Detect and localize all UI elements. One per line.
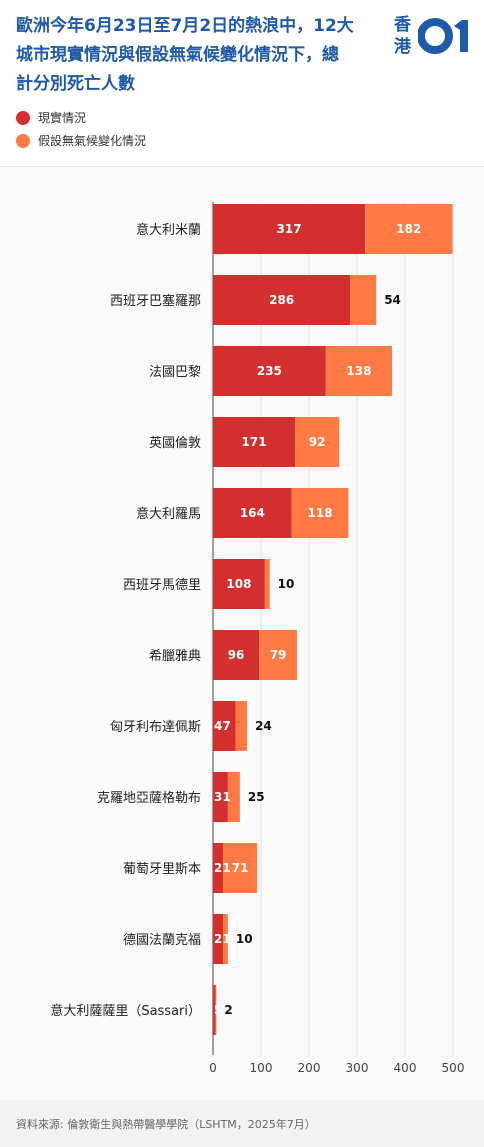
category-label: 希臘雅典 xyxy=(149,649,201,664)
bar-counterfactual xyxy=(291,488,349,538)
x-tick-label: 200 xyxy=(298,1061,321,1075)
hk01-logo-mark xyxy=(418,18,468,54)
bar-actual xyxy=(213,417,296,467)
bar-counterfactual xyxy=(259,630,297,680)
bar-chart: 0 100 200 300 400 500 意大利米蘭 317 182 西班牙巴塞羅那 286 54 法… xyxy=(50,202,465,1075)
title-line-3: 計分別死亡人數 xyxy=(16,74,135,94)
category-label: 英國倫敦 xyxy=(149,435,201,451)
bar-actual xyxy=(213,843,224,893)
category-label: 法國巴黎 xyxy=(149,365,201,380)
legend-item-counterfactual: 假設無氣候變化情況 xyxy=(16,132,146,149)
logo-text-top: 香 xyxy=(394,15,411,35)
data-label-counterfactual: 2 xyxy=(224,1003,232,1017)
data-label-actual: 21 xyxy=(214,932,231,946)
legend-label-counterfactual: 假設無氣候變化情況 xyxy=(38,134,147,148)
x-tick-label: 100 xyxy=(250,1061,273,1075)
data-label-counterfactual: 71 xyxy=(232,861,249,875)
bar-actual xyxy=(213,275,351,325)
bar-counterfactual xyxy=(365,204,453,254)
data-label-actual: 164 xyxy=(240,506,265,520)
data-label-actual: 171 xyxy=(242,435,267,449)
bar-counterfactual xyxy=(325,346,393,396)
bar-counterfactual xyxy=(295,417,340,467)
footer: 資料來源: 倫敦衛生與熱帶醫學學院（LSHTM，2025年7月） xyxy=(0,1100,484,1147)
legend-item-actual: 現實情況 xyxy=(16,109,86,126)
x-tick-label: 500 xyxy=(442,1061,465,1075)
hk01-logo: 香 港 xyxy=(394,14,470,58)
source-note: 資料來源: 倫敦衛生與熱帶醫學學院（LSHTM，2025年7月） xyxy=(16,1118,316,1131)
data-label-actual: 21 xyxy=(214,861,231,875)
data-label-counterfactual: 25 xyxy=(248,790,265,804)
legend-swatch-counterfactual xyxy=(16,133,30,148)
bar-counterfactual xyxy=(350,275,377,325)
data-label-counterfactual: 138 xyxy=(346,364,371,378)
bar-actual xyxy=(213,488,292,538)
x-tick-label: 0 xyxy=(209,1061,217,1075)
data-label-counterfactual: 92 xyxy=(309,435,326,449)
bar-actual xyxy=(213,346,326,396)
bar-actual xyxy=(213,772,228,822)
data-label-counterfactual: 182 xyxy=(396,222,421,236)
data-label-actual: 47 xyxy=(214,719,231,733)
data-label-actual: 108 xyxy=(226,577,251,591)
data-label-actual: 31 xyxy=(214,790,231,804)
data-label-actual: 5 xyxy=(214,1003,222,1017)
data-label-actual: 96 xyxy=(228,648,245,662)
bar-counterfactual xyxy=(264,559,270,609)
category-label: 西班牙馬德里 xyxy=(123,578,201,593)
title-line-1: 歐洲今年6月23日至7月2日的熱浪中，12大 xyxy=(16,16,354,36)
logo-text: 香 港 xyxy=(394,14,416,58)
category-label: 西班牙巴塞羅那 xyxy=(110,293,201,309)
header-divider xyxy=(0,166,484,167)
data-label-counterfactual: 54 xyxy=(384,293,401,307)
chart-header: 歐洲今年6月23日至7月2日的熱浪中，12大 城市現實情況與假設無氣候變化情況下… xyxy=(0,0,484,166)
category-label: 意大利薩薩里（Sassari） xyxy=(50,1003,201,1019)
category-label: 匈牙利布達佩斯 xyxy=(110,720,201,735)
bar-actual xyxy=(213,630,260,680)
bar-counterfactual xyxy=(235,701,248,751)
data-label-counterfactual: 118 xyxy=(308,506,333,520)
data-label-actual: 286 xyxy=(269,293,294,307)
legend-swatch-actual xyxy=(16,110,30,125)
bar-actual xyxy=(213,985,216,1035)
x-tick-label: 400 xyxy=(394,1061,417,1075)
bar-actual xyxy=(213,701,236,751)
logo-text-bottom: 港 xyxy=(394,37,411,57)
data-label-counterfactual: 10 xyxy=(278,577,295,591)
chart-title: 歐洲今年6月23日至7月2日的熱浪中，12大 城市現實情況與假設無氣候變化情況下… xyxy=(16,12,386,99)
bar-actual xyxy=(213,559,265,609)
bar-counterfactual xyxy=(223,914,228,964)
data-label-counterfactual: 79 xyxy=(270,648,287,662)
bar-counterfactual xyxy=(223,843,258,893)
data-label-actual: 317 xyxy=(277,222,302,236)
bar-actual xyxy=(213,914,224,964)
category-label: 葡萄牙里斯本 xyxy=(123,862,201,877)
bar-counterfactual xyxy=(227,772,240,822)
data-label-actual: 235 xyxy=(257,364,282,378)
category-label: 意大利羅馬 xyxy=(136,506,201,522)
category-label: 意大利米蘭 xyxy=(136,222,201,238)
data-label-counterfactual: 24 xyxy=(255,719,272,733)
x-tick-label: 300 xyxy=(346,1061,369,1075)
bar-actual xyxy=(213,204,366,254)
title-line-2: 城市現實情況與假設無氣候變化情況下，總 xyxy=(16,45,339,65)
category-label: 克羅地亞薩格勒布 xyxy=(97,790,201,806)
legend-label-actual: 現實情況 xyxy=(38,111,87,125)
chart-area: 0 100 200 300 400 500 意大利米蘭 317 182 西班牙巴塞羅那 286 54 法… xyxy=(0,167,484,1100)
bar-counterfactual xyxy=(215,985,217,1035)
category-label: 德國法蘭克福 xyxy=(123,932,201,948)
data-label-counterfactual: 10 xyxy=(236,932,253,946)
